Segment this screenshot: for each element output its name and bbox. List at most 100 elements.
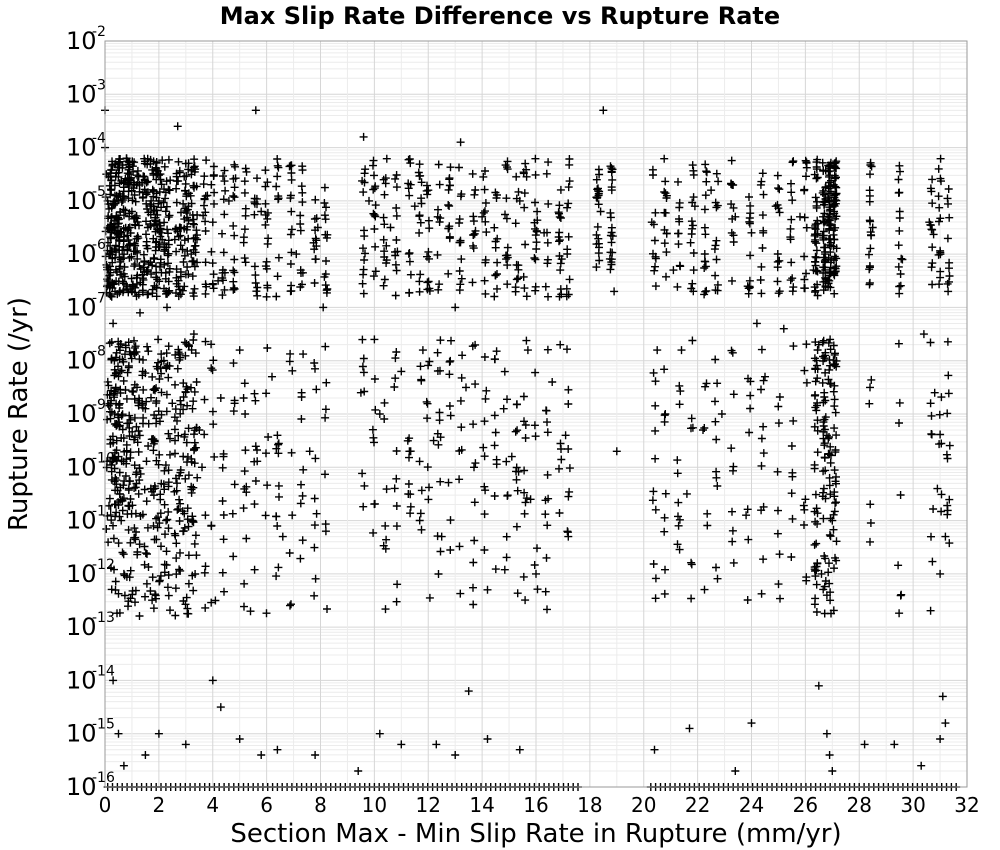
data-point	[201, 337, 210, 346]
data-point	[606, 208, 615, 217]
data-point	[274, 449, 283, 458]
data-point	[127, 252, 136, 261]
data-point	[229, 221, 238, 230]
data-point	[592, 230, 601, 239]
data-point	[143, 244, 152, 253]
data-point	[219, 535, 228, 544]
data-point	[321, 230, 330, 239]
data-point	[729, 390, 738, 399]
data-point	[370, 335, 379, 344]
data-point	[117, 366, 126, 375]
data-point	[115, 512, 124, 521]
data-point	[822, 729, 831, 738]
data-point	[241, 258, 250, 267]
data-point	[171, 380, 179, 389]
data-point	[811, 286, 820, 295]
data-point	[131, 598, 139, 607]
data-point	[556, 259, 565, 268]
data-point	[380, 220, 389, 229]
data-point	[556, 214, 565, 222]
data-point	[359, 265, 368, 274]
data-point	[106, 414, 115, 423]
data-point	[140, 175, 149, 184]
data-point	[311, 454, 320, 463]
data-point	[273, 155, 282, 163]
data-point	[810, 600, 819, 609]
data-point	[445, 357, 454, 366]
data-point	[898, 255, 907, 264]
data-point	[299, 465, 308, 474]
data-point	[520, 189, 529, 198]
data-point	[607, 168, 616, 177]
data-point	[230, 231, 239, 240]
data-point	[544, 158, 553, 167]
data-point	[114, 729, 123, 738]
data-point	[433, 212, 442, 221]
data-point	[802, 158, 811, 167]
data-point	[491, 428, 500, 437]
data-point	[700, 223, 709, 232]
data-point	[532, 238, 541, 247]
data-point	[207, 364, 216, 373]
data-point	[897, 590, 906, 599]
data-point	[556, 340, 565, 349]
data-point	[230, 285, 239, 293]
data-point	[251, 106, 260, 115]
data-point	[115, 264, 124, 273]
data-point	[229, 174, 238, 183]
x-axis-ticks: 0 2 4 6 8 10 12 14 16 18 20 22 24 26 28 30 32	[99, 793, 980, 817]
data-point	[176, 466, 185, 474]
data-point	[220, 268, 229, 277]
data-point	[403, 436, 412, 445]
data-point	[775, 256, 784, 265]
data-point	[202, 156, 211, 165]
data-point	[928, 175, 937, 184]
data-point	[250, 565, 259, 574]
data-point	[287, 161, 296, 170]
data-point	[263, 239, 272, 248]
y-tick-exponent: -12	[92, 557, 115, 573]
data-point	[596, 207, 605, 216]
x-tick-label: 14	[469, 793, 494, 817]
data-point	[120, 263, 129, 271]
data-point	[122, 572, 131, 581]
data-point	[674, 512, 682, 521]
data-point	[832, 262, 841, 271]
data-point	[512, 194, 521, 203]
data-point	[360, 256, 369, 264]
data-point	[483, 585, 492, 594]
data-point	[455, 542, 464, 551]
data-point	[287, 225, 296, 234]
data-point	[800, 213, 809, 222]
data-point	[130, 336, 138, 345]
data-point	[200, 195, 209, 204]
data-point	[131, 483, 140, 492]
data-point	[310, 521, 319, 530]
data-point	[917, 761, 926, 770]
data-point	[105, 494, 114, 503]
data-point	[481, 394, 490, 403]
data-point	[406, 447, 415, 456]
data-point	[109, 521, 117, 530]
data-point	[774, 580, 783, 589]
data-point	[702, 379, 711, 388]
data-point	[193, 473, 202, 482]
data-point	[417, 199, 426, 208]
data-point	[929, 505, 938, 513]
data-point	[895, 609, 904, 618]
data-point	[650, 236, 659, 245]
data-point	[865, 278, 874, 287]
data-point	[789, 416, 798, 425]
data-point	[133, 217, 142, 226]
y-tick-label: 10-15	[66, 717, 115, 748]
y-tick-base: 10	[66, 347, 97, 375]
data-point	[812, 539, 821, 548]
data-point	[710, 245, 719, 254]
data-point	[757, 177, 766, 186]
data-point	[415, 160, 424, 169]
data-point	[433, 348, 442, 357]
y-tick-label: 10-12	[66, 557, 115, 588]
data-point	[191, 531, 200, 540]
data-point	[826, 442, 835, 451]
data-point	[320, 199, 329, 207]
